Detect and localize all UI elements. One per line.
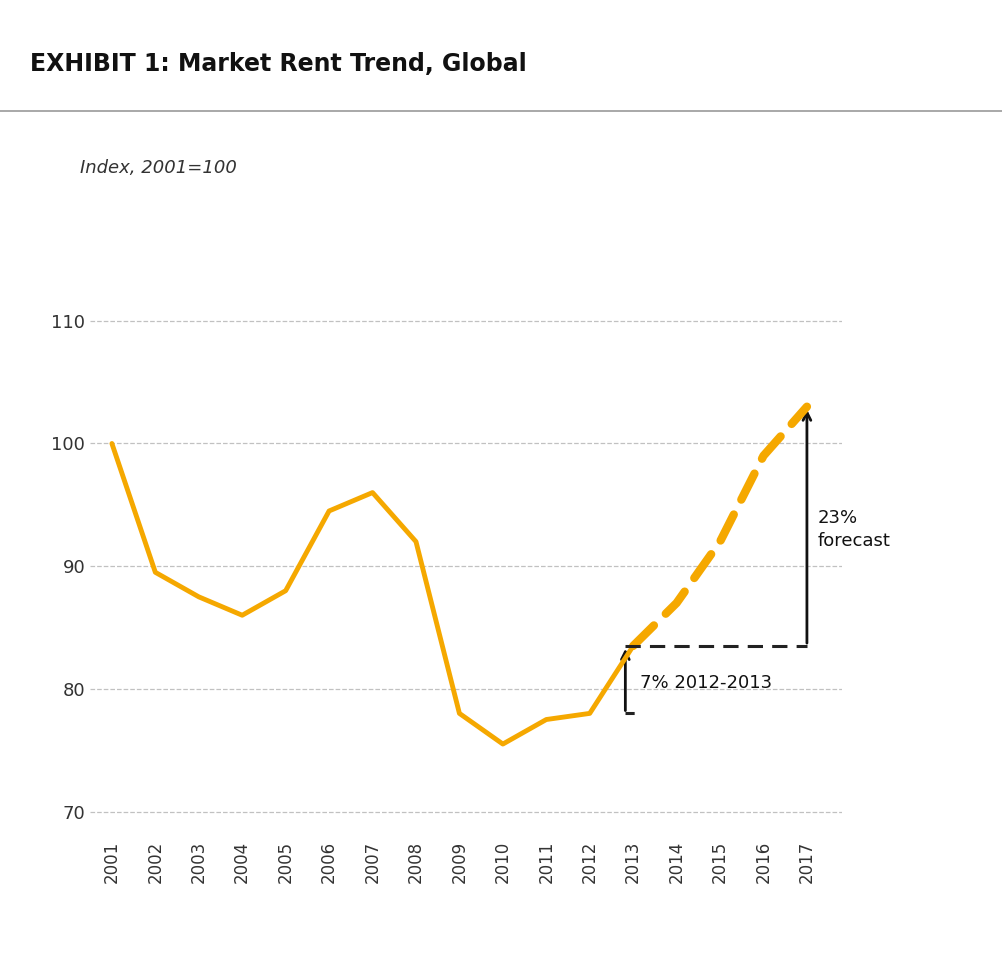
Text: 7% 2012-2013: 7% 2012-2013 [639,674,772,692]
Text: EXHIBIT 1: Market Rent Trend, Global: EXHIBIT 1: Market Rent Trend, Global [30,52,527,76]
Text: 23%
forecast: 23% forecast [818,508,891,550]
Text: Index, 2001=100: Index, 2001=100 [80,159,237,177]
